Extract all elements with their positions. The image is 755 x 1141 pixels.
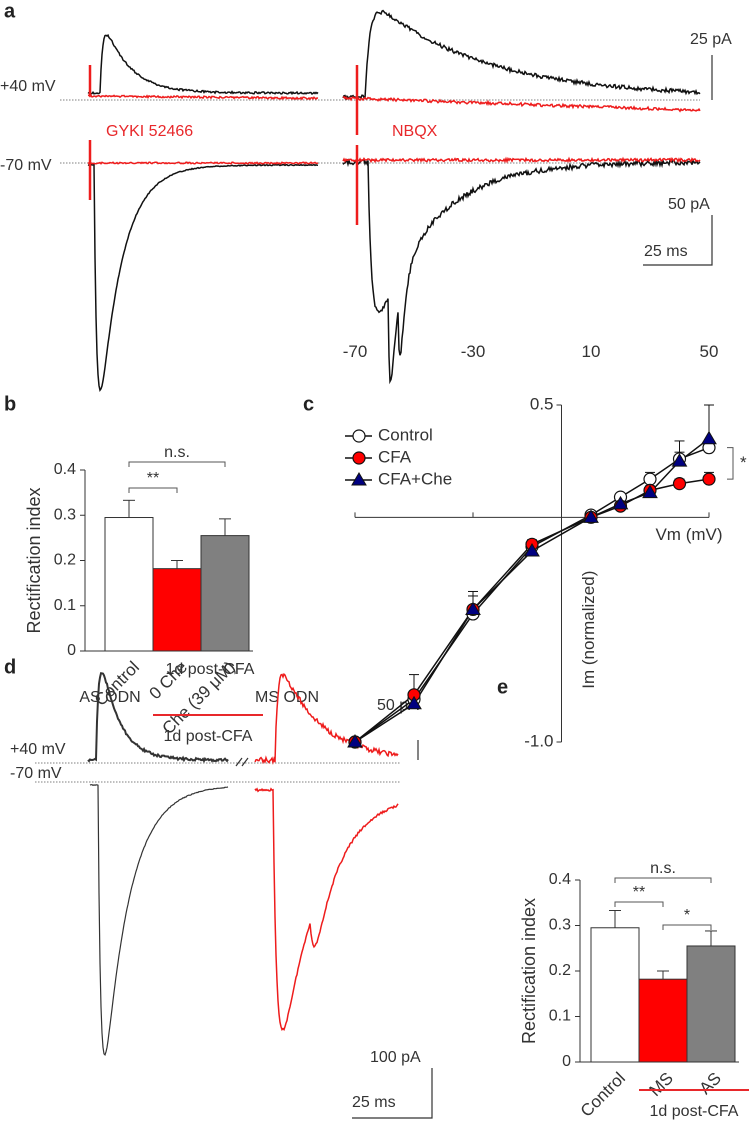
data-point [406, 695, 422, 710]
y-tick-label: -1.0 [524, 731, 553, 750]
significance-label: * [740, 453, 747, 472]
data-point [701, 430, 717, 445]
y-tick-label: 0.5 [530, 394, 554, 413]
y-tick-label: 0.1 [549, 1008, 571, 1025]
x-tick-label: -70 [343, 342, 368, 361]
x-tick-label: 10 [582, 342, 601, 361]
panel-label: b [4, 393, 16, 415]
x-tick-label: MS [646, 1069, 677, 1100]
significance-bracket [128, 487, 178, 493]
significance-bracket [614, 877, 712, 883]
holding-label: -70 mV [0, 157, 52, 174]
current-trace [342, 156, 701, 164]
y-axis-label: Im (normalized) [579, 571, 598, 689]
current-trace [254, 787, 399, 1031]
current-trace [342, 9, 701, 101]
data-point [465, 601, 481, 615]
condition-title: 1d post-CFA [166, 661, 255, 678]
current-trace [89, 784, 229, 1057]
scale-label: 25 pA [690, 31, 732, 48]
group-label: 1d post-CFA [164, 728, 253, 745]
data-point [612, 495, 629, 510]
significance-bracket [128, 461, 226, 467]
legend-label: CFA+Che [378, 469, 452, 488]
current-trace [87, 163, 319, 393]
scale-bars [235, 55, 713, 1119]
y-axis-label: Rectification index [24, 487, 44, 633]
x-tick-label: AS [696, 1069, 725, 1098]
current-trace [342, 157, 701, 385]
scale-label: 50 pA [668, 196, 710, 213]
bar [104, 517, 154, 652]
x-tick-label: -30 [461, 342, 486, 361]
bar [638, 978, 688, 1063]
y-tick-label: 0.2 [549, 962, 571, 979]
group-label: 1d post-CFA [650, 1103, 739, 1120]
holding-label: +40 mV [10, 741, 66, 758]
x-tick-label: Control [577, 1069, 629, 1121]
legend-marker [352, 451, 366, 465]
data-point [583, 509, 599, 523]
legend-label: Control [378, 425, 433, 444]
panel-label: a [4, 0, 16, 22]
group-label: MS ODN [255, 689, 319, 706]
bar [590, 927, 640, 1063]
x-tick-label: 50 [700, 342, 719, 361]
data-point [702, 472, 716, 486]
scale-label: 25 ms [644, 243, 688, 260]
current-trace [87, 672, 229, 764]
y-tick-label: 0.2 [54, 552, 76, 569]
significance-label: ** [633, 884, 645, 901]
bar [200, 535, 250, 652]
current-trace [87, 33, 319, 96]
legend-marker [352, 429, 366, 443]
significance-label: n.s. [164, 444, 190, 461]
drug-label: GYKI 52466 [106, 123, 193, 140]
y-tick-label: 0.3 [549, 917, 571, 934]
bar [152, 568, 202, 652]
bar [686, 945, 736, 1063]
current-trace [254, 672, 399, 766]
data-point [524, 543, 540, 557]
x-axis-label: Vm (mV) [655, 525, 722, 544]
holding-label: +40 mV [0, 78, 56, 95]
current-trace [342, 95, 701, 113]
panel-label: c [303, 393, 314, 415]
data-point [671, 453, 688, 467]
y-axis-label: Rectification index [519, 898, 539, 1044]
data-point [672, 477, 687, 491]
significance-bracket [727, 447, 734, 480]
y-tick-label: 0.4 [54, 461, 76, 478]
y-tick-label: 0.3 [54, 506, 76, 523]
data-point [347, 734, 363, 748]
y-tick-label: 0.1 [54, 597, 76, 614]
current-trace [87, 161, 319, 165]
scale-label: 100 pA [370, 1049, 421, 1066]
panel-label: e [497, 676, 508, 698]
y-tick-label: 0 [562, 1053, 571, 1070]
data-point [642, 484, 658, 499]
y-tick-label: 0 [67, 642, 76, 659]
scale-label: 25 ms [352, 1094, 396, 1111]
holding-label: -70 mV [10, 765, 62, 782]
y-tick-label: 0.4 [549, 871, 571, 888]
significance-bracket [662, 924, 712, 930]
panel-label: d [4, 656, 16, 678]
current-trace [87, 94, 319, 101]
drug-label: NBQX [392, 123, 438, 140]
baselines [35, 99, 700, 783]
significance-bracket [614, 901, 664, 907]
legend-label: CFA [378, 447, 412, 466]
significance-label: ** [147, 470, 159, 487]
legend-marker [351, 472, 367, 486]
data-point [643, 472, 657, 486]
significance-label: n.s. [650, 860, 676, 877]
significance-label: * [684, 907, 690, 924]
